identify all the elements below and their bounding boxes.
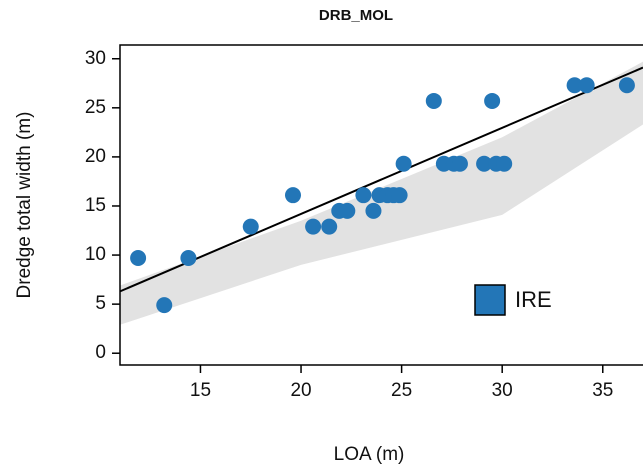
- y-tick-label: 10: [85, 244, 106, 265]
- y-tick-label: 0: [95, 342, 106, 363]
- point: [578, 77, 595, 94]
- point: [484, 92, 501, 109]
- fit-line: [119, 66, 643, 293]
- y-tick-label: 25: [85, 97, 106, 118]
- x-tick-label: 15: [190, 380, 211, 401]
- point: [321, 218, 338, 235]
- x-tick-label: 35: [592, 380, 613, 401]
- y-tick-label: 15: [85, 195, 106, 216]
- chart-title: DRB_MOL: [319, 7, 393, 24]
- y-tick-label: 20: [85, 146, 106, 167]
- legend-swatch: [474, 284, 506, 316]
- legend-label: IRE: [515, 287, 552, 312]
- point: [391, 187, 408, 204]
- x-axis-label: LOA (m): [334, 444, 405, 465]
- x-tick-label: 30: [492, 380, 513, 401]
- point: [566, 77, 583, 94]
- x-tick-label: 20: [290, 380, 311, 401]
- point: [496, 155, 513, 172]
- point: [355, 187, 372, 204]
- y-axis-label: Dredge total width (m): [14, 112, 35, 299]
- point: [451, 155, 468, 172]
- point: [305, 218, 322, 235]
- point: [395, 155, 412, 172]
- point: [339, 202, 356, 219]
- point: [365, 202, 382, 219]
- point: [476, 155, 493, 172]
- point: [242, 218, 259, 235]
- y-tick-label: 30: [85, 48, 106, 69]
- point: [425, 92, 442, 109]
- point: [130, 250, 147, 267]
- point: [618, 77, 635, 94]
- point: [180, 250, 197, 267]
- x-tick-label: 25: [391, 380, 412, 401]
- point: [156, 297, 173, 314]
- plot-frame: [119, 44, 643, 366]
- y-tick-label: 5: [95, 293, 106, 314]
- point: [284, 187, 301, 204]
